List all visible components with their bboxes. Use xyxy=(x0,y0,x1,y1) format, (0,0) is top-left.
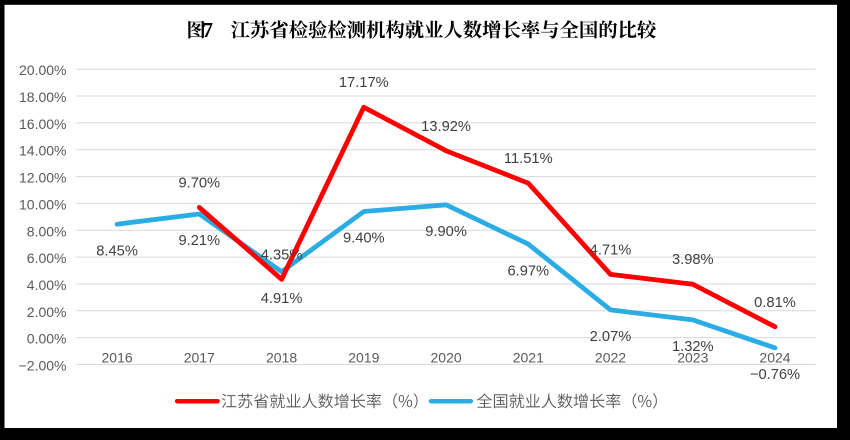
svg-text:0.00%: 0.00% xyxy=(27,331,67,347)
svg-text:2022: 2022 xyxy=(595,350,626,366)
svg-text:10.00%: 10.00% xyxy=(19,196,66,212)
svg-text:1.32%: 1.32% xyxy=(672,339,714,355)
svg-text:4.00%: 4.00% xyxy=(27,277,67,293)
svg-text:9.40%: 9.40% xyxy=(343,231,385,247)
svg-text:16.00%: 16.00% xyxy=(19,116,66,132)
svg-text:9.70%: 9.70% xyxy=(178,175,220,191)
svg-text:17.17%: 17.17% xyxy=(339,75,389,91)
svg-text:13.92%: 13.92% xyxy=(421,119,471,135)
svg-text:4.71%: 4.71% xyxy=(590,242,632,258)
svg-text:4.35%: 4.35% xyxy=(261,247,303,263)
svg-text:3.98%: 3.98% xyxy=(672,252,714,268)
svg-text:−2.00%: −2.00% xyxy=(19,358,67,374)
svg-text:11.51%: 11.51% xyxy=(504,151,553,167)
svg-text:6.97%: 6.97% xyxy=(507,263,549,279)
svg-text:14.00%: 14.00% xyxy=(19,143,66,159)
svg-text:−0.76%: −0.76% xyxy=(750,367,800,383)
svg-text:12.00%: 12.00% xyxy=(19,170,66,186)
svg-text:2018: 2018 xyxy=(266,350,297,366)
svg-text:6.00%: 6.00% xyxy=(27,250,67,266)
svg-text:8.00%: 8.00% xyxy=(27,223,67,239)
svg-text:9.21%: 9.21% xyxy=(178,233,220,249)
svg-text:4.91%: 4.91% xyxy=(261,291,303,307)
svg-text:0.81%: 0.81% xyxy=(754,295,796,311)
svg-text:2024: 2024 xyxy=(759,350,790,366)
svg-text:8.45%: 8.45% xyxy=(96,243,138,259)
svg-text:2.07%: 2.07% xyxy=(590,329,632,345)
svg-text:2023: 2023 xyxy=(677,350,708,366)
svg-text:18.00%: 18.00% xyxy=(19,89,66,105)
svg-text:2.00%: 2.00% xyxy=(27,304,67,320)
svg-text:7: 7 xyxy=(202,18,213,42)
svg-text:9.90%: 9.90% xyxy=(425,224,467,240)
svg-text:2019: 2019 xyxy=(348,350,379,366)
svg-text:2020: 2020 xyxy=(431,350,462,366)
svg-text:2016: 2016 xyxy=(102,350,133,366)
svg-text:20.00%: 20.00% xyxy=(19,62,66,78)
svg-text:2021: 2021 xyxy=(513,350,544,366)
svg-text:2017: 2017 xyxy=(184,350,215,366)
